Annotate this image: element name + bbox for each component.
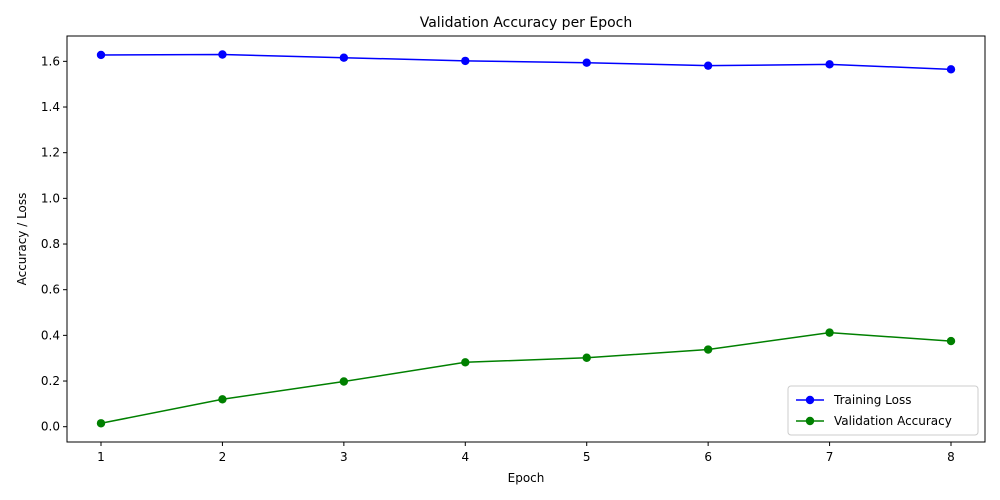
- training-loss-point: [582, 58, 591, 67]
- validation-accuracy-point: [946, 336, 956, 346]
- y-axis-title: Accuracy / Loss: [15, 193, 29, 286]
- y-tick-label: 1.0: [41, 191, 60, 205]
- training-loss-point: [946, 65, 956, 74]
- x-tick-label: 3: [340, 450, 348, 464]
- chart-title: Validation Accuracy per Epoch: [420, 15, 633, 31]
- y-axis: 0.0 0.2 0.4 0.6 0.8 1.0 1.2 1.4 1.6: [41, 54, 67, 434]
- y-tick-label: 0.4: [41, 328, 60, 342]
- training-loss-point: [703, 61, 713, 70]
- training-loss-point: [218, 50, 227, 59]
- y-tick-label: 0.8: [41, 237, 60, 251]
- x-axis: 1 2 3 4 5 6 7 8: [97, 442, 955, 464]
- validation-accuracy-line: [100, 331, 952, 425]
- training-loss-point: [825, 60, 834, 69]
- x-tick-label: 4: [461, 450, 469, 464]
- x-axis-title: Epoch: [508, 471, 545, 485]
- validation-accuracy-point: [339, 377, 349, 386]
- legend-training-loss-label: Training Loss: [833, 393, 911, 407]
- y-tick-label: 0.2: [41, 374, 60, 388]
- legend-validation-accuracy-label: Validation Accuracy: [834, 414, 952, 428]
- y-tick-label: 1.6: [41, 54, 60, 68]
- validation-accuracy-point: [825, 328, 834, 337]
- training-loss-point: [96, 50, 106, 60]
- y-tick-label: 0.0: [41, 420, 60, 434]
- validation-accuracy-point: [218, 395, 227, 404]
- training-loss-line: [100, 53, 952, 71]
- x-tick-label: 6: [704, 450, 712, 464]
- series-layer: [96, 50, 956, 428]
- validation-accuracy-point: [582, 353, 591, 362]
- plot-frame: [66, 35, 986, 443]
- y-tick-label: 1.2: [41, 146, 60, 160]
- validation-accuracy-point: [703, 345, 713, 354]
- x-tick-label: 8: [947, 450, 955, 464]
- validation-accuracy-point: [96, 419, 106, 428]
- legend-box: [787, 385, 979, 436]
- training-loss-point: [461, 56, 470, 66]
- validation-accuracy-point: [461, 358, 470, 367]
- legend-validation-accuracy-marker: [805, 416, 815, 426]
- y-tick-label: 0.6: [41, 283, 60, 297]
- training-loss-point: [339, 53, 349, 62]
- x-tick-label: 1: [97, 450, 105, 464]
- x-tick-label: 7: [826, 450, 834, 464]
- x-tick-label: 5: [583, 450, 591, 464]
- legend-training-loss-marker: [805, 395, 815, 405]
- x-tick-label: 2: [219, 450, 227, 464]
- legend: Training Loss Validation Accuracy: [787, 385, 979, 436]
- y-tick-label: 1.4: [41, 100, 60, 114]
